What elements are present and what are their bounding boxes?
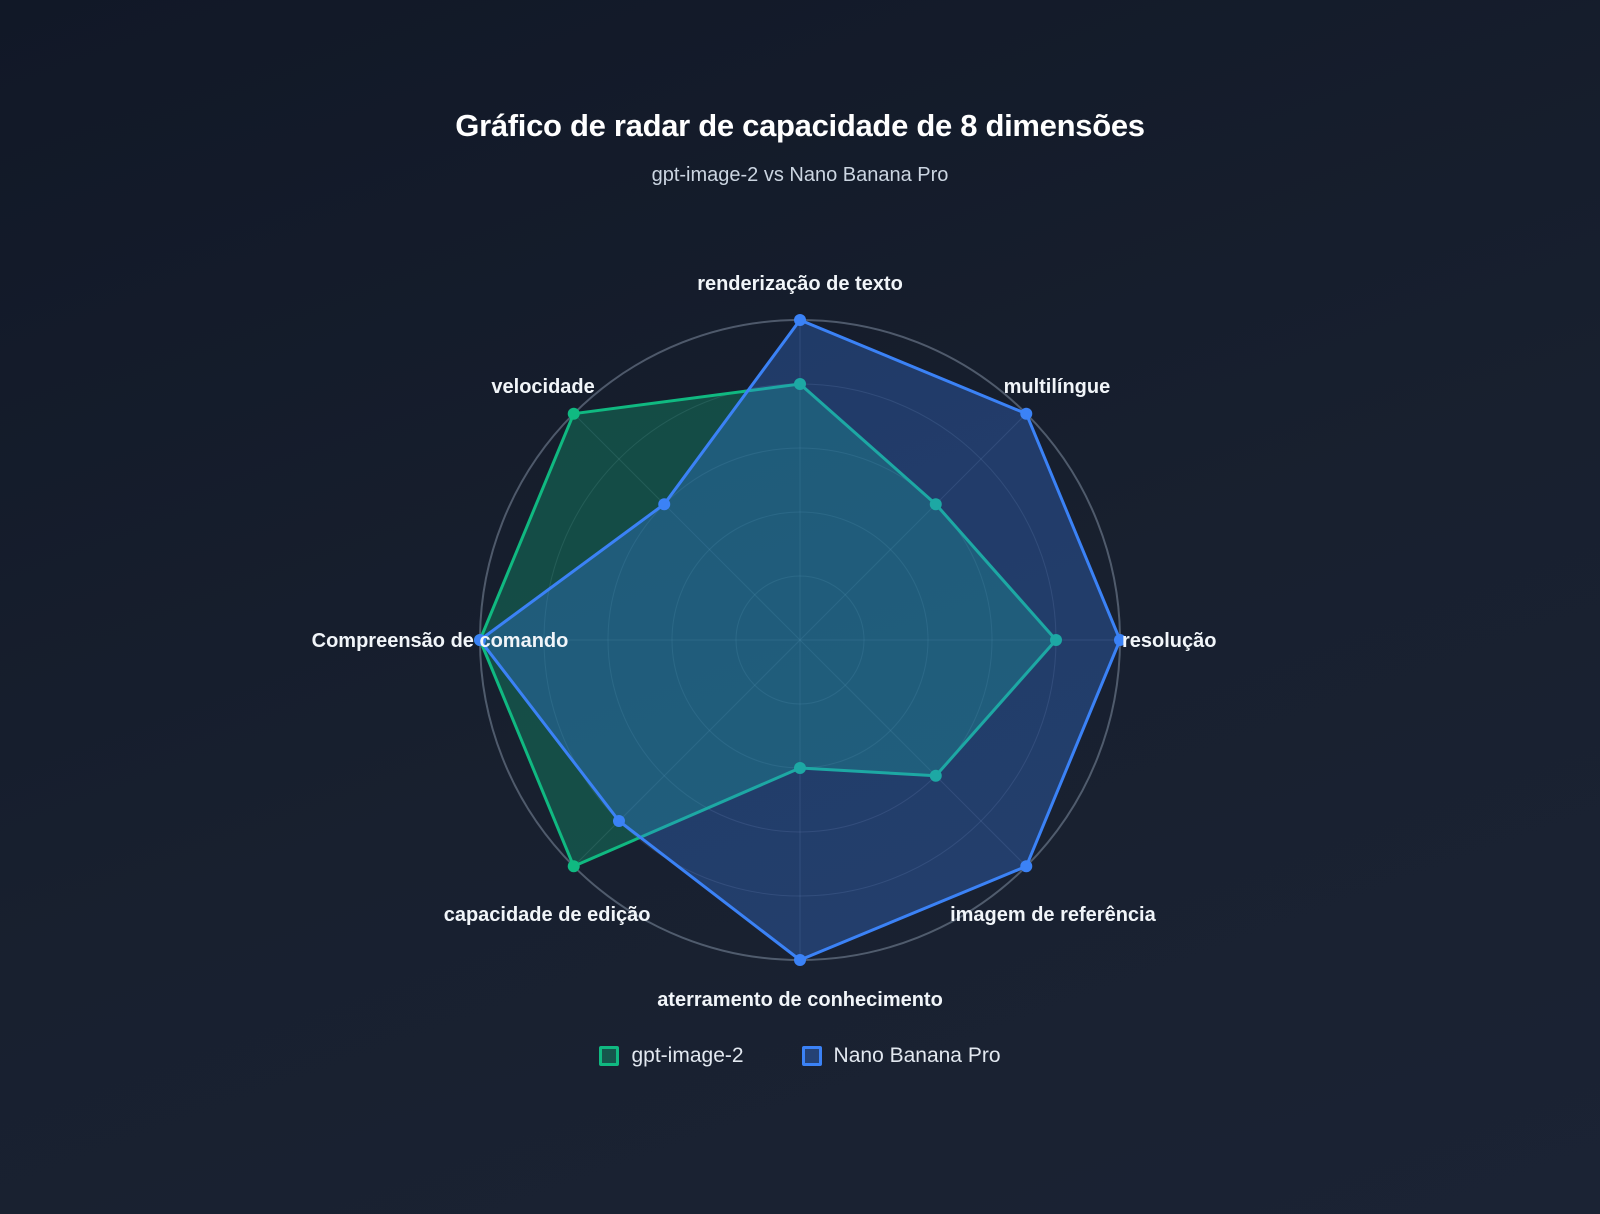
legend-label-nano-banana-pro: Nano Banana Pro — [833, 1044, 1001, 1067]
data-point-gpt-image-2-2 — [929, 498, 942, 511]
axis-labels: renderização de texto multilíngue resoluçã… — [312, 273, 1217, 1011]
data-point-gpt-image-2-8 — [567, 407, 580, 420]
axis-label-2: multilíngue — [1004, 376, 1111, 398]
legend-label-gpt-image-2: gpt-image-2 — [631, 1044, 744, 1067]
legend: gpt-image-2 Nano Banana Pro — [0, 1044, 1600, 1068]
grid-spoke-8 — [573, 413, 801, 641]
legend-item-nano-banana-pro[interactable]: Nano Banana Pro — [801, 1044, 1001, 1068]
data-point-nano-banana-pro-6 — [612, 815, 625, 828]
grid-spoke-4 — [799, 639, 1027, 867]
legend-swatch-nano-banana-pro — [801, 1046, 822, 1066]
axis-label-6: capacidade de edição — [444, 904, 651, 926]
data-point-gpt-image-2-3 — [1050, 634, 1062, 646]
data-point-nano-banana-pro-3 — [1114, 634, 1126, 646]
chart-subtitle: gpt-image-2 vs Nano Banana Pro — [651, 164, 949, 186]
data-point-gpt-image-2-4 — [929, 769, 942, 782]
legend-swatch-gpt-image-2 — [599, 1046, 620, 1066]
axis-label-5: aterramento de conhecimento — [657, 989, 943, 1011]
data-point-gpt-image-2-5 — [794, 762, 806, 774]
axis-label-4: imagem de referência — [950, 904, 1157, 926]
radar-series — [474, 314, 1126, 966]
axis-label-1: renderização de texto — [697, 273, 903, 295]
grid-ring-1 — [735, 575, 865, 705]
data-point-gpt-image-2-6 — [567, 860, 580, 873]
data-point-nano-banana-pro-7 — [474, 634, 486, 646]
grid-ring-3 — [607, 447, 993, 833]
data-point-nano-banana-pro-8 — [658, 498, 671, 511]
data-point-nano-banana-pro-5 — [794, 954, 806, 966]
data-point-nano-banana-pro-4 — [1020, 860, 1033, 873]
chart-title: Gráfico de radar de capacidade de 8 dime… — [455, 108, 1145, 143]
axis-label-8: velocidade — [491, 376, 594, 398]
grid-spoke-6 — [573, 639, 801, 867]
data-point-gpt-image-2-1 — [794, 378, 806, 390]
data-point-nano-banana-pro-1 — [794, 314, 806, 326]
data-point-nano-banana-pro-2 — [1020, 407, 1033, 420]
axis-label-3: resolução — [1122, 630, 1216, 652]
legend-item-gpt-image-2[interactable]: gpt-image-2 — [599, 1044, 744, 1068]
axis-label-7: Compreensão de comando — [312, 630, 569, 652]
grid-spoke-2 — [799, 413, 1027, 641]
